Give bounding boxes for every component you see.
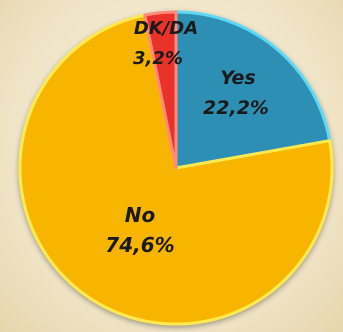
slice-value-no: 74,6%: [105, 233, 174, 257]
pie-slices: [18, 10, 334, 326]
slice-value-dk-da: 3,2%: [133, 48, 183, 69]
slice-label-no: No: [125, 203, 156, 227]
pie-labels: Yes 22,2% No 74,6% DK/DA 3,2%: [105, 18, 269, 257]
pie-slice-no: [18, 13, 334, 326]
slice-value-yes: 22,2%: [203, 97, 269, 119]
pie-slice-dk-da: [143, 10, 178, 170]
slice-label-yes: Yes: [220, 67, 256, 89]
slice-label-dk-da: DK/DA: [134, 18, 198, 39]
pie-slice-yes: [174, 10, 332, 170]
